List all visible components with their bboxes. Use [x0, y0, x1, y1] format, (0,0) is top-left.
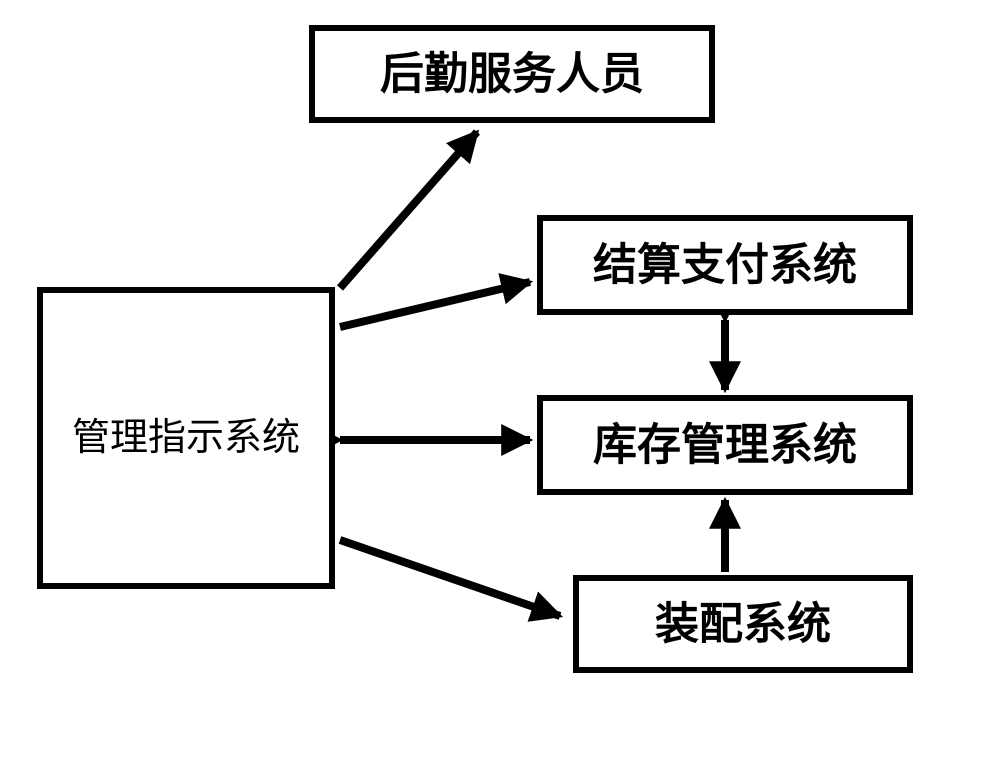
flowchart-canvas: 后勤服务人员 管理指示系统 结算支付系统 库存管理系统 装配系统 — [0, 0, 1000, 768]
node-management-system: 管理指示系统 — [40, 290, 332, 586]
node-assembly-label: 装配系统 — [655, 600, 831, 649]
node-assembly-system: 装配系统 — [576, 578, 910, 670]
edge-mgr-to-logistics — [340, 132, 477, 288]
node-inventory-management-system: 库存管理系统 — [540, 398, 910, 492]
node-settlement-payment-system: 结算支付系统 — [540, 218, 910, 312]
node-logistics-staff: 后勤服务人员 — [312, 28, 712, 120]
node-inventory-label: 库存管理系统 — [593, 421, 857, 470]
node-settlement-label: 结算支付系统 — [593, 241, 857, 290]
edge-mgr-to-settlement — [340, 282, 530, 327]
node-logistics-label: 后勤服务人员 — [380, 50, 644, 99]
node-management-label: 管理指示系统 — [72, 417, 300, 459]
edge-mgr-to-assembly — [340, 540, 560, 616]
edges-group — [340, 132, 725, 616]
